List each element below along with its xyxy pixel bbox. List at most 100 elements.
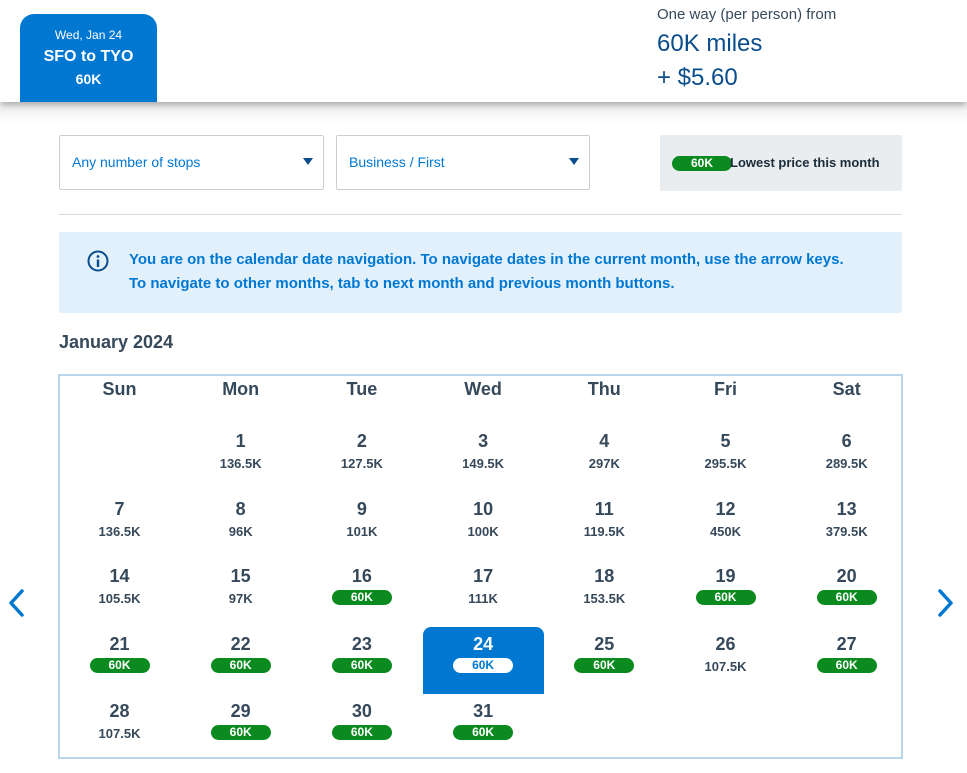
calendar-day[interactable]: 26 107.5K bbox=[665, 627, 786, 694]
day-number: 27 bbox=[836, 633, 857, 654]
day-price: 111K bbox=[468, 591, 498, 606]
day-number: 1 bbox=[235, 431, 246, 451]
previous-month-button[interactable] bbox=[6, 588, 28, 618]
tab-price: 60K bbox=[75, 71, 102, 87]
calendar-day[interactable]: 23 60K bbox=[301, 627, 422, 694]
fare-label: One way (per person) from bbox=[657, 6, 837, 23]
day-price-wrap: 136.5K bbox=[59, 524, 180, 539]
day-price: 105.5K bbox=[98, 591, 141, 606]
legend-text: Lowest price this month bbox=[730, 155, 880, 170]
day-price-wrap: 60K bbox=[180, 655, 301, 674]
day-price: 379.5K bbox=[825, 523, 868, 539]
day-price: 295.5K bbox=[704, 456, 747, 471]
day-price: 136.5K bbox=[219, 456, 262, 471]
weekday-header: Thu bbox=[587, 379, 621, 399]
selected-date-tab[interactable]: Wed, Jan 24 SFO to TYO 60K bbox=[20, 14, 157, 102]
weekday-header: Fri bbox=[713, 379, 737, 399]
calendar-day[interactable]: 18 153.5K bbox=[544, 559, 665, 626]
weekday-header: Sun bbox=[102, 379, 137, 399]
day-number: 26 bbox=[715, 633, 736, 654]
calendar-day[interactable]: 21 60K bbox=[59, 627, 180, 694]
day-price-wrap: 96K bbox=[180, 524, 301, 539]
fare-summary: One way (per person) from 60K miles + $5… bbox=[657, 6, 836, 92]
header-bar bbox=[0, 0, 967, 102]
lowest-price-badge: 60K bbox=[695, 590, 756, 605]
day-price-wrap: 289.5K bbox=[786, 456, 907, 471]
month-title: January 2024 bbox=[59, 332, 174, 352]
calendar-day[interactable]: 10 100K bbox=[423, 492, 544, 559]
day-price-wrap: 60K bbox=[301, 722, 422, 741]
day-number: 21 bbox=[109, 633, 130, 654]
lowest-price-badge: 60K bbox=[453, 657, 514, 673]
calendar-day[interactable]: 13 379.5K bbox=[786, 492, 907, 559]
day-price-wrap: 60K bbox=[423, 722, 544, 741]
day-number: 22 bbox=[230, 633, 251, 654]
calendar-day[interactable]: 3 149.5K bbox=[423, 424, 544, 491]
day-number: 3 bbox=[478, 431, 489, 451]
day-price-wrap: 297K bbox=[544, 456, 665, 471]
calendar-day[interactable]: 8 96K bbox=[180, 492, 301, 559]
calendar-day[interactable]: 6 289.5K bbox=[786, 424, 907, 491]
day-price-wrap: 111K bbox=[423, 591, 544, 606]
chevron-down-icon bbox=[303, 158, 313, 165]
lowest-price-badge: 60K bbox=[574, 657, 635, 673]
legend-pill: 60K bbox=[672, 156, 732, 171]
calendar-day[interactable]: 1 136.5K bbox=[180, 424, 301, 491]
lowest-price-badge: 60K bbox=[816, 657, 877, 673]
day-price: 297K bbox=[588, 456, 620, 471]
day-number: 11 bbox=[594, 498, 614, 519]
calendar-day[interactable]: 7 136.5K bbox=[59, 492, 180, 559]
day-number: 5 bbox=[720, 431, 731, 451]
day-number: 20 bbox=[836, 566, 857, 586]
calendar-day[interactable]: 22 60K bbox=[180, 627, 301, 694]
day-price: 127.5K bbox=[340, 456, 383, 471]
info-circle-icon bbox=[87, 250, 109, 272]
calendar-day[interactable]: 17 111K bbox=[423, 559, 544, 626]
calendar-day[interactable]: 27 60K bbox=[786, 627, 907, 694]
calendar-day-selected[interactable]: 24 60K bbox=[422, 626, 544, 694]
lowest-price-badge: 60K bbox=[453, 725, 514, 740]
day-price: 97K bbox=[228, 591, 253, 606]
stops-select[interactable]: Any number of stops bbox=[59, 135, 324, 190]
chevron-down-icon bbox=[569, 158, 579, 165]
day-price: 149.5K bbox=[462, 456, 505, 471]
day-price: 107.5K bbox=[704, 658, 747, 674]
day-price-wrap: 450K bbox=[665, 524, 786, 539]
day-price-wrap: 101K bbox=[301, 524, 422, 539]
calendar-day[interactable]: 11 119.5K bbox=[544, 492, 665, 559]
calendar-day[interactable]: 9 101K bbox=[301, 492, 422, 559]
day-price: 153.5K bbox=[583, 591, 626, 606]
calendar-day[interactable]: 20 60K bbox=[786, 559, 907, 626]
next-month-button[interactable] bbox=[934, 588, 956, 618]
info-text: You are on the calendar date navigation.… bbox=[129, 251, 844, 292]
calendar-day[interactable]: 14 105.5K bbox=[59, 559, 180, 626]
lowest-price-badge: 60K bbox=[210, 725, 271, 740]
calendar-day[interactable]: 2 127.5K bbox=[301, 424, 422, 491]
calendar-day[interactable]: 19 60K bbox=[665, 559, 786, 626]
calendar-day[interactable]: 30 60K bbox=[301, 694, 422, 761]
day-price-wrap: 136.5K bbox=[180, 456, 301, 471]
calendar-day[interactable]: 16 60K bbox=[301, 559, 422, 626]
calendar-day[interactable]: 5 295.5K bbox=[665, 424, 786, 491]
day-price-wrap: 105.5K bbox=[59, 591, 180, 606]
calendar-day[interactable]: 15 97K bbox=[180, 559, 301, 626]
day-number: 31 bbox=[473, 701, 494, 721]
day-number: 29 bbox=[230, 701, 251, 721]
stops-select-value: Any number of stops bbox=[72, 154, 201, 170]
cabin-select[interactable]: Business / First bbox=[336, 135, 590, 190]
divider bbox=[59, 214, 902, 215]
day-price: 289.5K bbox=[825, 456, 868, 471]
weekday-header: Wed bbox=[464, 379, 502, 399]
day-price-wrap: 295.5K bbox=[665, 456, 786, 471]
calendar-day[interactable]: 12 450K bbox=[665, 492, 786, 559]
day-number: 28 bbox=[109, 701, 130, 721]
day-price-wrap: 107.5K bbox=[59, 726, 180, 741]
day-price-wrap: 119.5K bbox=[544, 524, 665, 539]
calendar-day[interactable]: 25 60K bbox=[544, 627, 665, 694]
calendar-day[interactable]: 28 107.5K bbox=[59, 694, 180, 761]
calendar-day[interactable]: 31 60K bbox=[423, 694, 544, 761]
calendar-day[interactable]: 4 297K bbox=[544, 424, 665, 491]
lowest-price-badge: 60K bbox=[816, 590, 877, 605]
calendar-day[interactable]: 29 60K bbox=[180, 694, 301, 761]
day-price: 101K bbox=[346, 523, 378, 539]
